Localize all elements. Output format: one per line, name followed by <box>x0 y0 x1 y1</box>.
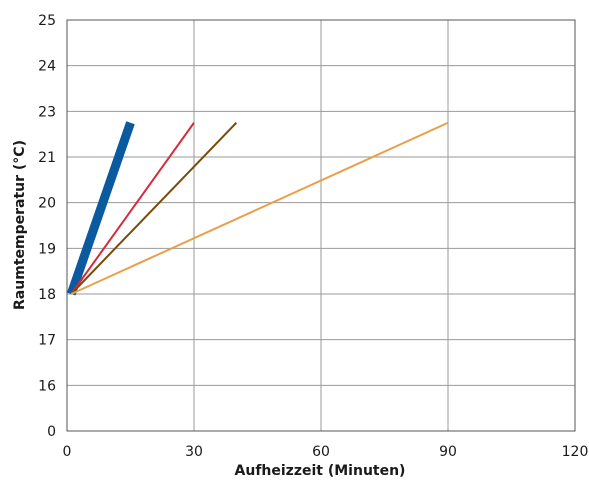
series-line-1 <box>66 121 135 296</box>
x-tick-label: 60 <box>312 444 330 460</box>
series-line-3 <box>70 122 238 295</box>
x-tick-label: 0 <box>63 444 72 460</box>
y-tick-label: 23 <box>38 104 56 120</box>
y-tick-label: 18 <box>38 287 56 303</box>
y-tick-label: 20 <box>38 196 56 212</box>
y-tick-label: 25 <box>38 13 56 29</box>
x-tick-label: 120 <box>562 444 589 460</box>
y-tick-label: 24 <box>38 59 56 75</box>
series-layer <box>66 121 449 296</box>
x-tick-label: 30 <box>185 444 203 460</box>
y-tick-label: 17 <box>38 333 56 349</box>
plot-frame <box>66 19 576 432</box>
series-line-4 <box>70 121 449 295</box>
y-tick-label: 21 <box>38 150 56 166</box>
y-axis-ticks: 0 16 17 18 19 20 21 23 24 25 <box>38 13 56 440</box>
x-axis-ticks: 0 30 60 90 120 <box>63 444 589 460</box>
x-tick-label: 90 <box>439 444 457 460</box>
y-tick-label: 16 <box>38 378 56 394</box>
y-tick-label: 0 <box>47 424 56 440</box>
series-line-2 <box>70 122 195 295</box>
y-axis-label: Raumtemperatur (°C) <box>12 140 28 310</box>
y-tick-label: 19 <box>38 241 56 257</box>
x-axis-label: Aufheizzeit (Minuten) <box>235 463 406 479</box>
grid <box>67 19 575 431</box>
